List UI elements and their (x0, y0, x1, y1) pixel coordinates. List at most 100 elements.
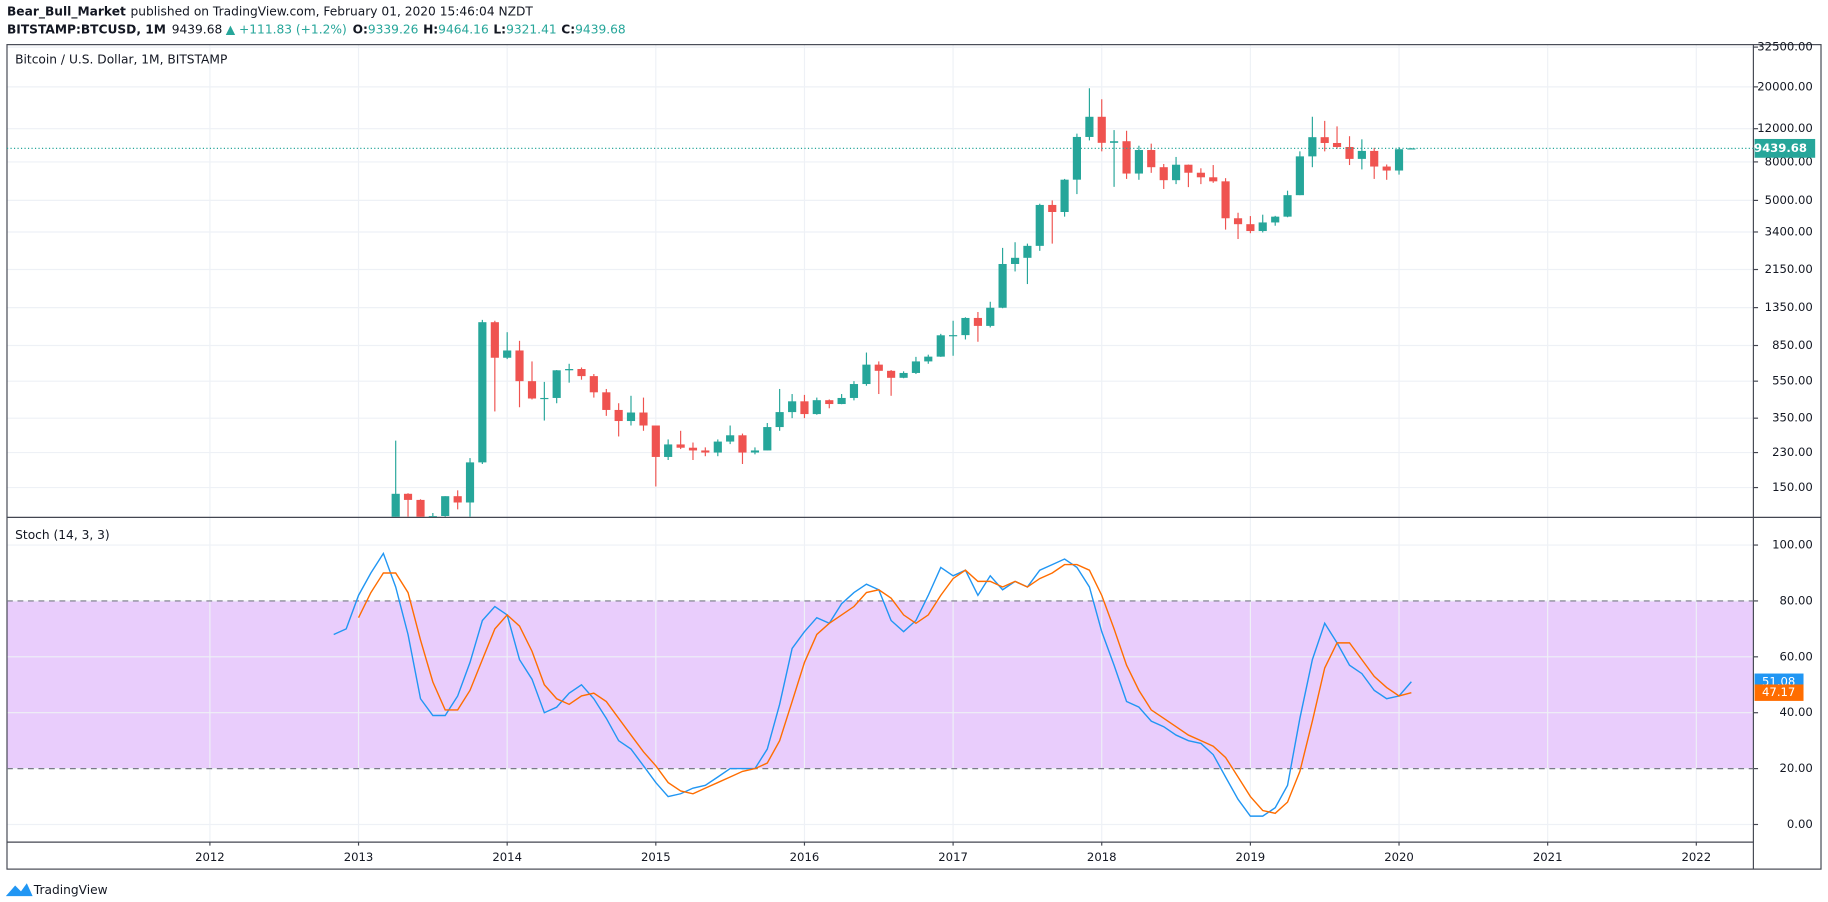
last-price: 9439.68 (172, 22, 223, 36)
brand: TradingView (33, 883, 108, 897)
y-tick-label: 12000.00 (1757, 121, 1813, 135)
high-value: 9464.16 (438, 22, 489, 36)
x-tick-label: 2013 (344, 850, 374, 864)
y-tick-label: 550.00 (1772, 374, 1813, 388)
open-label: O: (353, 22, 368, 36)
candle-body (998, 263, 1007, 308)
candle-body (465, 462, 475, 503)
candle-body (1035, 204, 1044, 246)
candle-body (713, 441, 722, 453)
x-tick-label: 2022 (1681, 850, 1711, 864)
candle-body (775, 412, 784, 428)
candle-body (1407, 148, 1416, 150)
candle-body (887, 370, 896, 378)
lines (333, 551, 1412, 817)
frame (6, 44, 1822, 870)
candle-body (849, 384, 859, 398)
candle-body (1159, 167, 1168, 181)
y-tick-label: 150.00 (1772, 480, 1813, 494)
candles (391, 88, 1416, 517)
candle-body (1233, 218, 1243, 225)
candle-body (750, 450, 760, 453)
change: ▲ +111.83 (+1.2%) (226, 22, 347, 36)
stoch-line (333, 551, 1412, 817)
candle-body (800, 401, 809, 415)
candle-body (1134, 150, 1143, 174)
candle-body (565, 369, 574, 371)
candle-body (1023, 245, 1032, 258)
candle-body (936, 335, 945, 357)
y-tick-label: 1350.00 (1765, 300, 1813, 314)
candle-body (428, 515, 437, 517)
logo-icon (5, 883, 33, 897)
candle-body (503, 350, 512, 358)
candle-body (874, 364, 883, 371)
candle-body (403, 493, 413, 500)
candle-body (589, 376, 598, 393)
candle-body (924, 356, 933, 362)
candle-body (391, 493, 400, 517)
header-line-1: Bear_Bull_Market published on TradingView… (7, 4, 533, 19)
candle-body (1370, 150, 1379, 167)
candle-body (664, 444, 673, 457)
candle-body (1332, 142, 1342, 147)
candle-body (1357, 150, 1366, 159)
last-price-box (1754, 138, 1816, 158)
marks: 2012 2013 2014 2015 2016 2017 2018 2019 2020 2021… (6, 40, 1816, 864)
y-tick-label: 20.00 (1779, 761, 1812, 775)
candle-body (614, 409, 623, 422)
candle-body (527, 381, 537, 399)
candle-body (676, 444, 685, 448)
candle-body (478, 322, 487, 463)
y-tick-label: 40.00 (1779, 705, 1812, 719)
grid (6, 44, 1754, 843)
candle-body (1097, 116, 1106, 143)
candle-body (825, 400, 834, 405)
candle-body (1122, 141, 1131, 174)
candle-body (515, 350, 524, 382)
x-tick-label: 2015 (641, 850, 671, 864)
y-tick-label: 60.00 (1779, 649, 1812, 663)
candle-body (1345, 146, 1354, 159)
last-price-label: 9439.68 (1754, 141, 1807, 155)
y-tick-label: 20000.00 (1757, 79, 1813, 93)
y-tick-label: 850.00 (1772, 338, 1813, 352)
candle-body (1048, 204, 1057, 212)
candle-body (1221, 181, 1230, 219)
y-tick-label: 80.00 (1779, 593, 1812, 607)
y-tick-label: 8000.00 (1765, 154, 1813, 168)
stoch-band (6, 600, 1754, 769)
candle-body (602, 392, 611, 410)
x-tick-label: 2014 (492, 850, 522, 864)
candle-body (1171, 164, 1181, 181)
y-tick-label: 2150.00 (1765, 262, 1813, 276)
candle-body (701, 450, 710, 453)
candle-body (552, 370, 561, 398)
candle-body (639, 412, 648, 426)
candle-body (626, 412, 636, 422)
y-tick-label: 350.00 (1772, 411, 1813, 425)
candle-body (973, 317, 983, 326)
candle-body (416, 499, 425, 517)
x-tick-label: 2017 (938, 850, 968, 864)
candle-body (577, 369, 586, 377)
candle-body (1196, 172, 1205, 178)
last-value-label: 47.17 (1762, 685, 1795, 699)
y-tick-label: 3400.00 (1765, 224, 1813, 238)
x-tick-label: 2012 (195, 850, 225, 864)
candle-body (1258, 222, 1267, 232)
candle-body (837, 397, 846, 405)
candle-body (949, 335, 958, 337)
y-tick-label: 32500.00 (1757, 40, 1813, 54)
published: published on TradingView.com, February 0… (131, 4, 534, 18)
close-label: C: (561, 22, 575, 36)
close-value: 9439.68 (575, 22, 626, 36)
candle-body (1382, 166, 1391, 171)
stoch-line (357, 563, 1412, 815)
candle-body (1060, 179, 1069, 212)
x-tick-label: 2021 (1533, 850, 1563, 864)
last-value-box (1754, 684, 1804, 701)
candle-body (1072, 136, 1081, 180)
